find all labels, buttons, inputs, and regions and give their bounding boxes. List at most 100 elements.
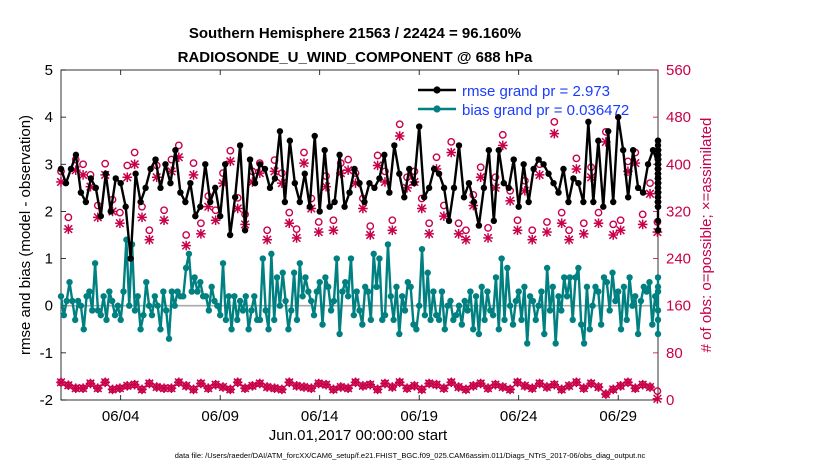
assimilated-obs-marker [483,383,493,394]
rmse-point [505,184,512,192]
rmse-point [644,161,652,168]
bias-point [89,307,96,314]
bias-point [336,330,343,338]
assimilated-obs-marker [181,240,191,251]
rmse-point [590,198,597,206]
bias-point [484,288,491,295]
bias-point [475,330,483,338]
bias-point [217,311,224,319]
possible-obs-marker [447,137,456,146]
rmse-point [97,212,105,220]
bias-point [83,293,90,300]
bias-point [606,307,613,314]
rmse-point [540,161,547,168]
possible-obs-marker [557,208,566,217]
y-left-axis-label: rmse and bias (model - observation) [17,115,34,355]
possible-obs-marker [572,154,581,163]
assimilated-obs-marker [490,379,501,390]
rmse-point [475,222,483,229]
rmse-point [420,194,428,201]
bias-point [524,340,531,347]
rmse-point [77,189,85,196]
legend-bias-label: bias grand pr = 0.036472 [462,102,629,119]
chart-title: Southern Hemisphere 21563 / 22424 = 96.1… [189,25,521,42]
bias-point [154,302,161,309]
bias-point [325,283,332,291]
bias-point [117,316,124,324]
bias-point [654,316,662,324]
bias-point [393,283,400,291]
bias-point [444,302,451,309]
bias-point [623,316,630,324]
possible-obs-marker [182,231,191,239]
bias-point [401,307,409,314]
rmse-point [316,208,323,215]
assimilated-obs-marker [505,384,515,395]
bias-point [72,316,79,324]
bias-point [427,316,434,324]
bias-point [572,274,579,281]
rmse-point [605,128,612,135]
bias-point [234,316,241,324]
bias-point [361,283,369,291]
bias-point [114,302,122,309]
bias-point [373,283,380,291]
rmse-point [72,151,80,159]
assimilated-obs-marker [645,188,655,199]
bias-point [271,316,278,324]
bias-point [222,316,230,324]
assimilated-obs-marker [196,378,206,389]
assimilated-obs-marker [564,234,574,245]
bias-point [100,293,107,300]
assimilated-obs-marker [394,131,405,141]
bias-point [615,288,622,295]
assimilated-obs-marker [409,381,420,391]
assimilated-obs-marker [637,219,648,230]
rmse-point [162,161,169,168]
bias-point [654,283,662,291]
bias-point [603,278,611,286]
assimilated-obs-marker [269,383,280,394]
rmse-point [654,189,662,196]
assimilated-obs-marker [542,382,552,392]
bias-point [498,255,505,262]
bias-point [634,330,642,338]
possible-obs-marker [462,226,470,235]
bias-point [282,297,289,305]
possible-obs-marker [285,208,294,217]
assimilated-obs-marker [328,225,339,236]
rmse-point [102,170,109,177]
rmse-point [406,165,413,173]
rmse-point [87,175,95,182]
bias-point [299,293,306,300]
bias-point [302,274,309,281]
bias-point [185,250,193,258]
rmse-point [525,198,532,206]
bias-point [293,316,301,324]
x-tick-label: 06/09 [201,408,239,425]
possible-obs-marker [594,208,603,217]
assimilated-obs-marker [645,382,655,392]
bias-point [180,293,187,300]
rmse-point [366,179,373,187]
bias-point [558,307,565,314]
bias-point [595,288,602,295]
rmse-point [62,179,70,187]
assimilated-obs-marker [129,159,140,170]
bias-point [80,326,87,333]
assimilated-obs-marker [321,379,331,390]
rmse-point [82,198,90,206]
y-right-tick-label: 560 [666,62,691,79]
assimilated-obs-marker [284,377,295,388]
bias-point [410,321,417,328]
bias-point [140,311,147,319]
assimilated-obs-marker [578,383,589,394]
bias-point [532,316,539,324]
bias-point [194,288,201,295]
assimilated-obs-marker [56,377,66,388]
assimilated-obs-marker [225,384,236,395]
rmse-point [555,189,562,196]
bias-point [430,288,437,295]
assimilated-obs-marker [107,384,118,395]
bias-point [467,288,474,295]
